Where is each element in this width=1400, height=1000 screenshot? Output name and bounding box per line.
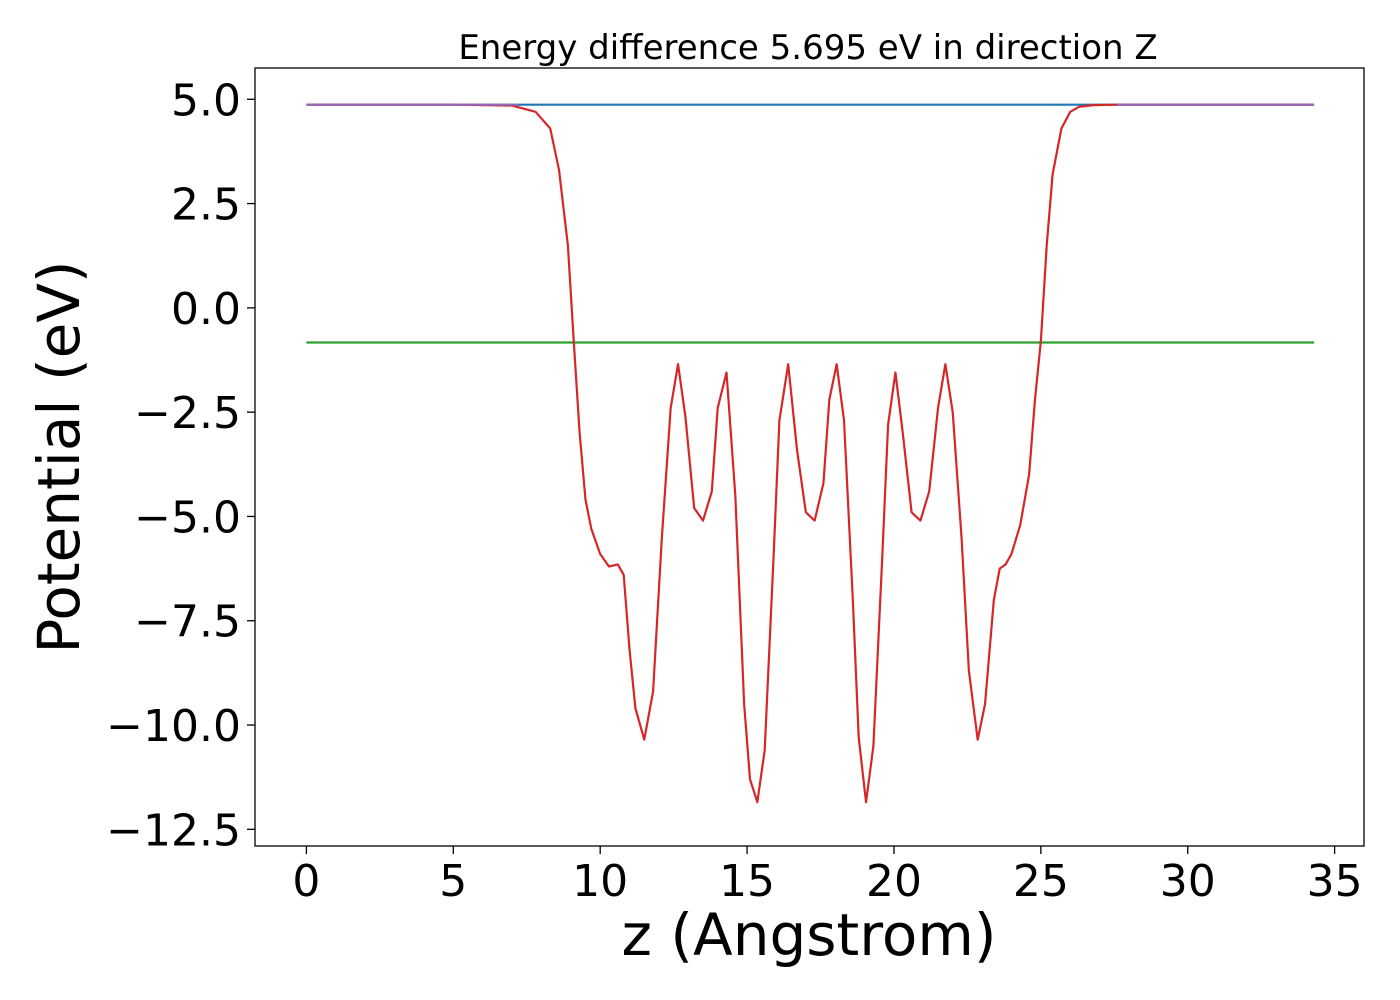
y-tick-label: −12.5 — [106, 805, 241, 856]
y-tick-label: −2.5 — [134, 388, 241, 439]
y-axis-label: Potential (eV) — [25, 260, 93, 653]
y-tick-label: 2.5 — [171, 180, 241, 231]
x-tick-label: 25 — [1013, 856, 1069, 907]
y-tick-label: 0.0 — [171, 284, 241, 335]
x-tick-label: 20 — [866, 856, 922, 907]
series-line-2 — [306, 103, 1315, 804]
x-tick-label: 30 — [1160, 856, 1216, 907]
y-tick-label: −5.0 — [134, 492, 241, 543]
y-tick-label: −7.5 — [134, 597, 241, 648]
y-tick-label: −10.0 — [106, 701, 241, 752]
x-tick-label: 15 — [719, 856, 775, 907]
y-axis: 5.0 2.5 0.0 −2.5 −5.0 −7.5 −10.0 −12.5 — [106, 75, 255, 856]
plot-frame — [254, 67, 1365, 847]
y-tick-label: 5.0 — [171, 75, 241, 126]
x-tick-label: 10 — [572, 856, 628, 907]
x-axis: 0 5 10 15 20 25 30 35 — [292, 846, 1363, 907]
chart-title: Energy difference 5.695 eV in direction … — [458, 28, 1157, 68]
x-tick-label: 5 — [439, 856, 467, 907]
x-axis-label: z (Angstrom) — [622, 901, 997, 969]
x-tick-label: 35 — [1307, 856, 1363, 907]
x-tick-label: 0 — [292, 856, 320, 907]
